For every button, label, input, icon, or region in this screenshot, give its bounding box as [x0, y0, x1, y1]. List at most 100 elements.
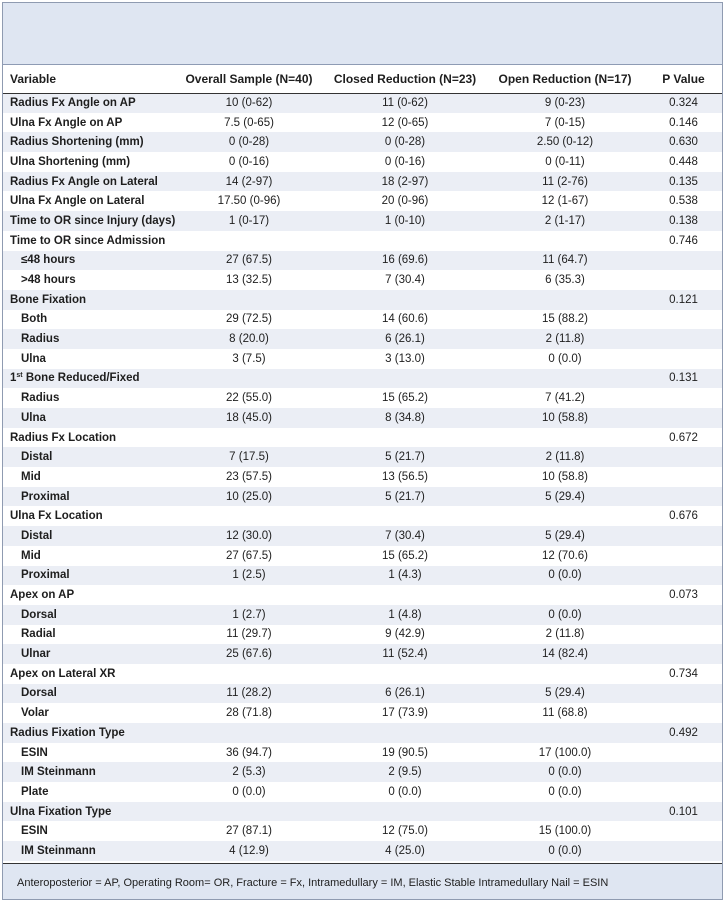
row-label: IM Steinmann — [21, 844, 96, 857]
table-row: Ulna Fixation Type 0.101 — [3, 801, 722, 822]
cell-overall: 3 (7.5) — [232, 352, 266, 365]
cell-p-value: 0.073 — [669, 589, 698, 602]
cell-p-value — [645, 467, 722, 487]
cell-overall: 27 (67.5) — [225, 254, 273, 267]
row-label: IM Steinmann — [21, 766, 96, 779]
cell-closed: 13 (56.5) — [381, 470, 429, 483]
table-row: Distal 12 (30.0) 7 (30.4) 5 (29.4) — [3, 526, 722, 546]
row-label: Apex on AP — [10, 589, 75, 602]
cell-open — [485, 290, 645, 310]
table-row: Ulna 18 (45.0) 8 (34.8) 10 (58.8) — [3, 408, 722, 428]
row-label: Radius — [21, 333, 60, 346]
row-label: Distal — [21, 529, 53, 542]
row-label: Radius Shortening (mm) — [10, 136, 144, 149]
table-row: Ulna Shortening (mm) 0 (0-16) 0 (0-16) 0 (0… — [3, 152, 722, 172]
cell-closed: 18 (2-97) — [381, 175, 429, 188]
cell-p-value — [645, 644, 722, 664]
cell-open: 2 (11.8) — [545, 451, 585, 464]
row-label: Radius — [21, 392, 60, 405]
cell-overall: 29 (72.5) — [225, 313, 273, 326]
row-label: Radius Fixation Type — [10, 726, 125, 739]
cell-overall — [173, 290, 325, 310]
cell-p-value — [645, 841, 722, 861]
cell-open: 12 (70.6) — [541, 549, 589, 562]
column-header-variable: Variable — [3, 65, 173, 94]
cell-overall: 13 (32.5) — [225, 274, 273, 287]
table-row: Dorsal 1 (2.7) 1 (4.8) 0 (0.0) — [3, 604, 722, 625]
cell-closed: 5 (21.7) — [385, 451, 425, 464]
cell-closed: 6 (26.1) — [385, 333, 425, 346]
cell-closed: 15 (65.2) — [381, 392, 429, 405]
cell-open: 2 (1-17) — [544, 214, 586, 227]
cell-overall: 25 (67.6) — [225, 648, 273, 661]
row-label: Time to OR since Injury (days) — [10, 214, 176, 227]
cell-closed: 3 (13.0) — [385, 352, 425, 365]
table-row: >48 hours 13 (32.5) 7 (30.4) 6 (35.3) — [3, 270, 722, 290]
cell-overall: 22 (55.0) — [225, 392, 273, 405]
cell-closed — [325, 664, 485, 684]
cell-overall: 27 (67.5) — [225, 549, 273, 562]
row-label: Ulna Fx Angle on Lateral — [10, 195, 145, 208]
cell-p-value — [645, 349, 722, 369]
row-label: Dorsal — [21, 687, 57, 700]
cell-overall: 17.50 (0-96) — [217, 195, 281, 208]
row-label: Ulnar — [21, 648, 51, 661]
table-row: Radial 11 (29.7) 9 (42.9) 2 (11.8) — [3, 625, 722, 645]
cell-p-value: 0.324 — [669, 97, 698, 110]
cell-open: 11 (68.8) — [542, 707, 588, 720]
cell-overall: 23 (57.5) — [225, 470, 273, 483]
table-row: ESIN 36 (94.7) 19 (90.5) 17 (100.0) — [3, 743, 722, 763]
cell-open: 5 (29.4) — [545, 687, 585, 700]
table-row: Radius 22 (55.0) 15 (65.2) 7 (41.2) — [3, 388, 722, 408]
cell-overall — [173, 428, 325, 448]
cell-open: 9 (0-23) — [544, 97, 586, 110]
cell-p-value — [645, 625, 722, 645]
cell-closed: 5 (21.7) — [385, 490, 425, 503]
row-label: Radius Fx Location — [10, 431, 117, 444]
cell-p-value — [645, 821, 722, 841]
cell-p-value: 0.630 — [669, 136, 698, 149]
row-label: Volar — [21, 707, 49, 720]
table-row: Ulnar 25 (67.6) 11 (52.4) 14 (82.4) — [3, 644, 722, 664]
row-label: Mid — [21, 470, 41, 483]
cell-closed: 14 (60.6) — [381, 313, 429, 326]
cell-p-value: 0.101 — [669, 805, 698, 818]
cell-p-value: 0.121 — [669, 293, 698, 306]
cell-overall: 7 (17.5) — [229, 451, 269, 464]
table-row: Radius Fx Location 0.672 — [3, 428, 722, 448]
table-row: Radius Shortening (mm) 0 (0-28) 0 (0-28) 2.… — [3, 132, 722, 153]
table-row: Radius 8 (20.0) 6 (26.1) 2 (11.8) — [3, 329, 722, 349]
cell-overall: 2 (5.3) — [232, 766, 266, 779]
row-label: Proximal — [21, 569, 70, 582]
cell-overall — [173, 585, 325, 605]
cell-closed: 1 (4.3) — [388, 569, 422, 582]
cell-open: 0 (0.0) — [548, 766, 582, 779]
table-body: Radius Fx Angle on AP 10 (0-62) 11 (0-62) 9… — [3, 93, 722, 861]
cell-open — [485, 723, 645, 743]
table-row: Apex on Lateral XR 0.734 — [3, 664, 722, 684]
column-header-closed: Closed Reduction (N=23) — [325, 65, 485, 94]
cell-open — [485, 428, 645, 448]
table-row: Proximal 10 (25.0) 5 (21.7) 5 (29.4) — [3, 486, 722, 507]
cell-overall — [173, 369, 325, 389]
table-row: Time to OR since Admission 0.746 — [3, 231, 722, 251]
cell-closed — [325, 585, 485, 605]
cell-overall: 12 (30.0) — [225, 529, 273, 542]
table-row: Ulna Fx Angle on Lateral 17.50 (0-96) 20 (… — [3, 191, 722, 211]
cell-closed: 20 (0-96) — [381, 195, 429, 208]
cell-closed: 7 (30.4) — [385, 274, 425, 287]
table-row: Radius Fixation Type 0.492 — [3, 723, 722, 743]
row-label: Radial — [21, 628, 56, 641]
cell-open: 0 (0.0) — [548, 569, 582, 582]
cell-open: 11 (64.7) — [542, 254, 588, 267]
cell-p-value — [645, 762, 722, 782]
cell-overall: 11 (29.7) — [226, 628, 272, 641]
column-header-overall: Overall Sample (N=40) — [173, 65, 325, 94]
cell-p-value: 0.131 — [669, 372, 698, 385]
cell-overall: 1 (2.7) — [232, 608, 266, 621]
row-label: Mid — [21, 549, 41, 562]
cell-open: 15 (100.0) — [538, 825, 592, 838]
cell-open: 6 (35.3) — [545, 274, 585, 287]
cell-closed — [325, 428, 485, 448]
row-label-prefix: 1 — [10, 372, 17, 385]
